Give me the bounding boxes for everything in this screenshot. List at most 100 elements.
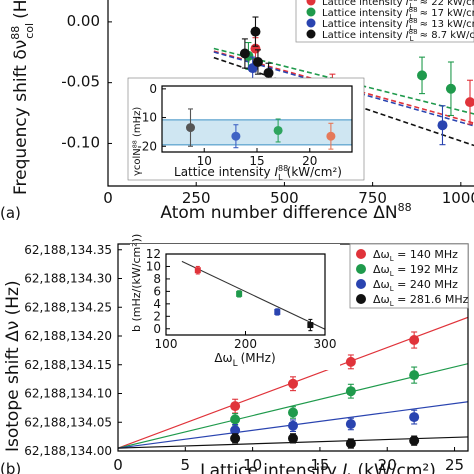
y-tick-label: 12 [146, 247, 161, 261]
legend-marker [356, 264, 366, 274]
legend-marker [306, 29, 316, 39]
x-tick-label: 200 [234, 337, 257, 351]
data-point [409, 370, 420, 381]
data-point [230, 401, 241, 412]
panel-b-chart: 0 5 10 15 20 25 62,188,134.0062,188,134.0562,… [3, 234, 469, 474]
y-tick-label: -0.10 [61, 133, 100, 151]
panel-label-b: (b) [0, 460, 21, 474]
data-point [445, 83, 456, 94]
data-point [288, 420, 298, 431]
legend-label: ΔωL = 281.6 MHz [373, 293, 469, 308]
data-point [345, 438, 356, 449]
x-tick-label: 750 [358, 189, 387, 207]
x-tick-label: 15 [310, 456, 329, 474]
inset-data-point [186, 123, 195, 133]
x-tick-label: 5 [181, 456, 191, 474]
x-tick-label: 250 [182, 189, 211, 207]
legend-marker [356, 249, 366, 259]
inset-data-point [326, 131, 336, 141]
confidence-band [162, 119, 352, 145]
x-tick-label: 100 [155, 337, 178, 351]
x-tick-label: 25 [445, 456, 464, 474]
x-tick-label: 0 [113, 456, 123, 474]
data-point [345, 418, 356, 429]
panel-b-x-axis-label: Lattice intensity IL(kW/cm²) [200, 461, 436, 474]
inset-data-point [236, 290, 243, 297]
y-tick-label: -0.05 [61, 73, 100, 91]
inset-data-point [274, 308, 281, 315]
data-point [417, 70, 428, 81]
data-point [345, 356, 356, 367]
data-point [239, 48, 250, 59]
y-tick-label: 0 [153, 322, 161, 336]
inset-data-point [307, 322, 314, 329]
legend-label: ΔωL = 192 MHz [373, 263, 458, 278]
data-point [230, 414, 241, 425]
panel-a-inset: 10 15 20 0 -10 -20 Lattice intensity I88 L (kW… [127, 77, 365, 182]
inset-data-point [273, 125, 283, 135]
x-tick-label: 20 [302, 154, 317, 168]
panel-a-x-axis-label: Atom number difference ΔN88 [160, 201, 411, 223]
data-point [263, 67, 274, 78]
x-tick-label: 300 [314, 337, 337, 351]
x-tick-label: 10 [197, 154, 212, 168]
data-point [437, 120, 448, 131]
y-tick-label: 62,188,134.20 [24, 329, 112, 343]
x-tick-label: 500 [270, 189, 299, 207]
data-point [465, 97, 474, 108]
x-tick-label: 15 [249, 154, 264, 168]
inset-data-point [231, 131, 241, 141]
legend-marker [306, 7, 316, 17]
x-tick-label: 20 [378, 456, 397, 474]
panel-a-y-axis-label: Frequency shift δν88col(Hz) [9, 0, 36, 195]
panel-b-inset-y-label: b (mHz/(kW/cm²)) [130, 234, 143, 332]
x-tick-label: 0 [103, 189, 113, 207]
y-tick-label: 62,188,134.10 [24, 387, 112, 401]
inset-fit-line [181, 260, 326, 330]
data-point [288, 407, 298, 418]
panel-label-a: (a) [0, 204, 21, 222]
legend-marker [306, 18, 316, 28]
panel-b-y-axis-label: Isotope shift Δν (Hz) [3, 280, 23, 452]
legend-marker [356, 294, 366, 304]
panel-a-inset-x-label: Lattice intensity I88 L (kW/cm²) [174, 164, 342, 182]
y-tick-label: 2 [153, 309, 161, 323]
y-tick-label: 0 [149, 82, 157, 96]
y-tick-label: 62,188,134.05 [24, 415, 112, 429]
data-point [409, 412, 420, 423]
y-tick-label: 4 [153, 297, 161, 311]
data-point [252, 57, 263, 67]
y-tick-label: 0.00 [67, 12, 100, 30]
fit-line-1 [118, 363, 468, 449]
data-point [288, 378, 298, 389]
y-tick-label: 62,188,134.25 [24, 300, 112, 314]
legend-marker [356, 279, 366, 289]
data-point [345, 386, 356, 397]
x-tick-label: 10 [243, 456, 262, 474]
y-tick-label: 8 [153, 272, 161, 286]
legend-label: ΔωL = 240 MHz [373, 278, 458, 293]
y-tick-label: 62,188,134.30 [24, 272, 112, 286]
fit-line-3 [213, 56, 474, 147]
y-tick-label: 62,188,134.00 [24, 444, 112, 458]
y-tick-label: 62,188,134.35 [24, 243, 112, 257]
y-tick-label: 62,188,134.15 [24, 358, 112, 372]
legend-marker [306, 0, 316, 6]
legend-label: ΔωL = 140 MHz [373, 248, 458, 263]
inset-data-point [194, 267, 201, 274]
data-point [409, 435, 420, 446]
y-tick-label: 6 [153, 284, 161, 298]
y-tick-label: 10 [146, 259, 161, 273]
data-point [230, 425, 241, 436]
data-point [288, 433, 298, 444]
data-point [230, 433, 241, 444]
data-point [409, 335, 420, 346]
